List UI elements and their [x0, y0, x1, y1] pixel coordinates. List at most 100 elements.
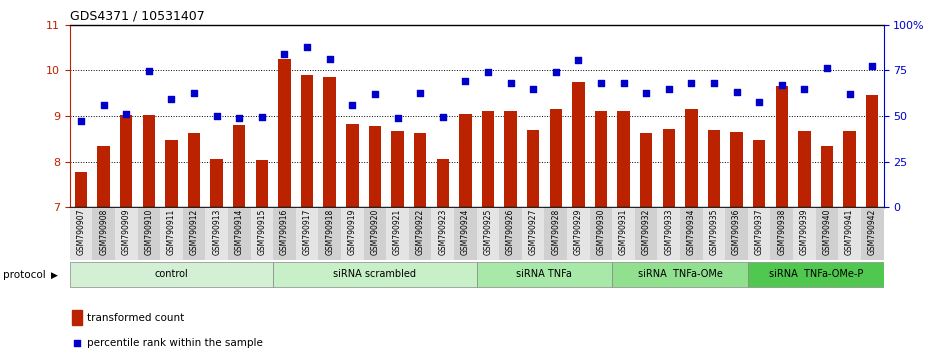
Bar — [436, 159, 449, 207]
Bar — [74, 172, 87, 207]
Bar — [364, 207, 386, 260]
Bar — [414, 133, 426, 207]
Bar — [499, 207, 522, 260]
Point — [232, 115, 246, 121]
Bar — [816, 207, 838, 260]
Bar — [821, 145, 833, 207]
Point — [367, 91, 382, 97]
Bar — [206, 207, 228, 260]
Text: GSM790935: GSM790935 — [710, 209, 719, 255]
Bar — [120, 115, 132, 207]
Point — [323, 56, 338, 62]
Point — [345, 102, 360, 107]
Bar — [459, 114, 472, 207]
Point — [865, 63, 880, 69]
Bar — [210, 159, 223, 207]
Text: GSM790922: GSM790922 — [416, 209, 425, 255]
Bar — [250, 207, 273, 260]
Bar — [770, 207, 793, 260]
Point — [119, 111, 134, 116]
Point — [593, 80, 608, 86]
Bar — [115, 207, 138, 260]
Text: GSM790931: GSM790931 — [619, 209, 628, 255]
Text: GSM790936: GSM790936 — [732, 209, 741, 255]
Point — [661, 86, 676, 91]
Text: GSM790930: GSM790930 — [596, 209, 605, 255]
Point — [413, 90, 428, 96]
Point — [616, 80, 631, 86]
Bar — [753, 140, 765, 207]
Text: GSM790939: GSM790939 — [800, 209, 809, 255]
Bar — [346, 124, 359, 207]
Point — [277, 52, 292, 57]
Point — [141, 68, 156, 74]
Bar — [476, 262, 612, 287]
Text: siRNA  TNFa-OMe: siRNA TNFa-OMe — [638, 269, 723, 279]
Text: GSM790921: GSM790921 — [393, 209, 402, 255]
Text: siRNA TNFa: siRNA TNFa — [516, 269, 572, 279]
Point — [390, 115, 405, 121]
Text: GSM790925: GSM790925 — [484, 209, 492, 255]
Bar — [392, 131, 404, 207]
Bar — [409, 207, 432, 260]
Bar — [680, 207, 703, 260]
Bar — [278, 59, 291, 207]
Point — [96, 103, 111, 108]
Bar — [662, 129, 675, 207]
Bar — [730, 132, 743, 207]
Point — [435, 114, 450, 120]
Bar — [572, 82, 585, 207]
Bar — [793, 207, 816, 260]
Text: GSM790908: GSM790908 — [100, 209, 108, 255]
Bar — [861, 207, 884, 260]
Text: GSM790934: GSM790934 — [687, 209, 696, 255]
Text: GSM790912: GSM790912 — [190, 209, 199, 255]
Bar — [866, 96, 879, 207]
Bar — [748, 207, 770, 260]
Text: GSM790942: GSM790942 — [868, 209, 877, 255]
Bar — [658, 207, 680, 260]
Bar — [98, 147, 110, 207]
Text: GSM790929: GSM790929 — [574, 209, 583, 255]
Point — [481, 69, 496, 75]
Point — [73, 119, 88, 124]
Text: GSM790928: GSM790928 — [551, 209, 560, 255]
Bar — [432, 207, 454, 260]
Bar — [612, 207, 635, 260]
Point — [187, 90, 202, 96]
Bar — [522, 207, 544, 260]
Text: GSM790920: GSM790920 — [370, 209, 379, 255]
Bar — [296, 207, 318, 260]
Text: GSM790923: GSM790923 — [438, 209, 447, 255]
Text: GSM790907: GSM790907 — [76, 209, 86, 255]
Bar — [368, 126, 381, 207]
Text: GSM790915: GSM790915 — [258, 209, 266, 255]
Bar — [703, 207, 725, 260]
Bar — [142, 115, 155, 207]
Bar — [233, 125, 246, 207]
Bar — [183, 207, 206, 260]
Point — [363, 227, 378, 233]
Text: GSM790911: GSM790911 — [167, 209, 176, 255]
Point — [549, 69, 564, 75]
Text: GSM790941: GSM790941 — [845, 209, 854, 255]
Bar — [844, 131, 856, 207]
Text: GSM790913: GSM790913 — [212, 209, 221, 255]
Point — [751, 99, 766, 105]
Bar — [166, 140, 178, 207]
Bar — [838, 207, 861, 260]
Bar — [318, 207, 341, 260]
Text: percentile rank within the sample: percentile rank within the sample — [87, 338, 263, 348]
Point — [797, 86, 812, 91]
Point — [729, 90, 744, 95]
Point — [775, 82, 790, 88]
Point — [525, 86, 540, 91]
Point — [639, 90, 654, 96]
Bar — [618, 112, 630, 207]
Text: GSM790932: GSM790932 — [642, 209, 651, 255]
Bar — [594, 112, 607, 207]
Text: siRNA scrambled: siRNA scrambled — [334, 269, 417, 279]
Text: GSM790919: GSM790919 — [348, 209, 357, 255]
Text: GSM790926: GSM790926 — [506, 209, 515, 255]
Text: GSM790937: GSM790937 — [754, 209, 764, 255]
